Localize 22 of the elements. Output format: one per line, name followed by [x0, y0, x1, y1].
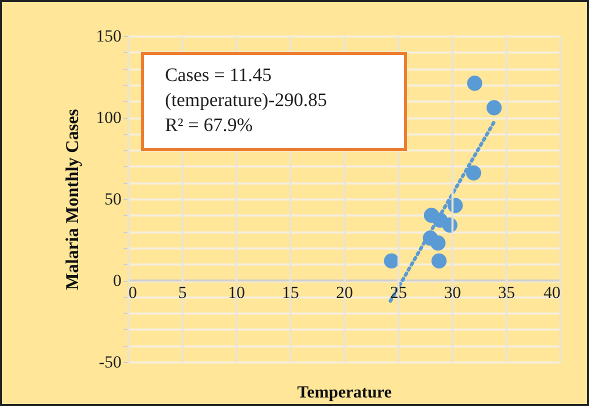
y-tick-label: 150	[96, 26, 122, 46]
point	[466, 165, 482, 180]
y-tick-label: 100	[96, 108, 122, 127]
x-tick-label: 0	[128, 283, 137, 302]
x-tick-label: 15	[282, 283, 299, 302]
x-tick-label: 40	[544, 283, 560, 302]
y-tick-label: 0	[113, 271, 122, 290]
x-tick-label: 20	[336, 283, 353, 302]
y-tick-label: 50	[104, 190, 122, 208]
point	[384, 253, 400, 269]
x-tick-label: 10	[228, 283, 245, 302]
x-tick-label: 35	[498, 283, 515, 302]
point	[430, 235, 446, 251]
y-tick-label: -50	[98, 352, 122, 372]
point	[467, 76, 482, 91]
x-axis-title: Temperature	[297, 382, 392, 402]
text-box: Cases = 11.45 (temperature)-290.85 R² = 67.9%	[141, 52, 407, 151]
y-axis-title: Malaria Monthly Cases	[62, 109, 82, 290]
x-tick-label: 5	[178, 283, 187, 302]
x-tick-label: 30	[444, 283, 461, 302]
point	[431, 253, 447, 269]
point	[486, 100, 502, 116]
